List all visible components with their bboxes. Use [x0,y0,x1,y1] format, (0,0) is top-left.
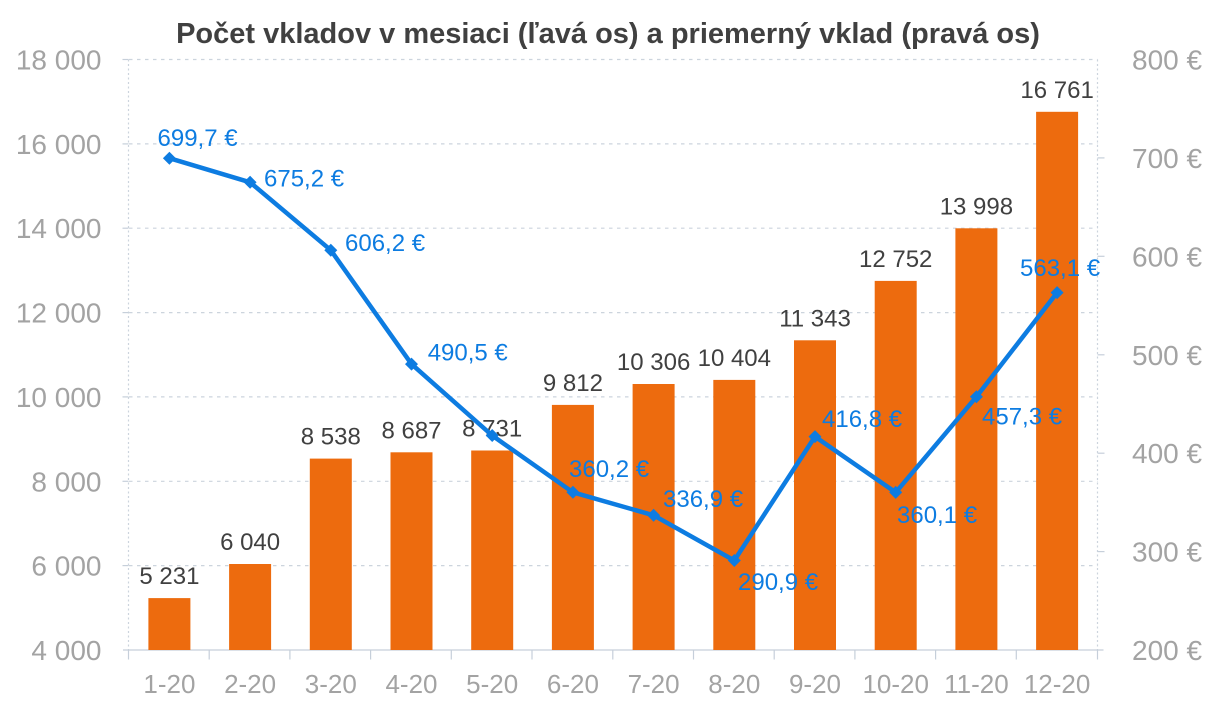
svg-text:675,2 €: 675,2 € [264,166,345,193]
svg-text:336,9 €: 336,9 € [663,486,744,513]
svg-text:6 000: 6 000 [31,551,101,582]
svg-text:12 000: 12 000 [16,298,102,329]
svg-text:11 343: 11 343 [779,305,851,332]
svg-text:360,2 €: 360,2 € [569,456,650,483]
svg-text:16 761: 16 761 [1020,77,1093,104]
svg-text:2-20: 2-20 [224,669,276,699]
svg-text:360,1 €: 360,1 € [897,502,978,529]
svg-text:6-20: 6-20 [547,669,599,699]
svg-text:6 040: 6 040 [220,529,280,556]
svg-text:4 000: 4 000 [31,635,101,666]
svg-text:600 €: 600 € [1132,241,1202,272]
svg-text:10-20: 10-20 [862,669,929,699]
svg-text:9 812: 9 812 [543,370,603,397]
svg-text:490,5 €: 490,5 € [428,340,509,367]
svg-text:500 €: 500 € [1132,340,1202,371]
svg-text:4-20: 4-20 [385,669,437,699]
svg-text:1-20: 1-20 [143,669,195,699]
svg-text:14 000: 14 000 [16,213,102,244]
svg-text:800 €: 800 € [1132,45,1202,76]
svg-text:606,2 €: 606,2 € [345,230,426,257]
svg-text:3-20: 3-20 [305,669,357,699]
svg-text:11-20: 11-20 [944,669,1009,699]
svg-text:16 000: 16 000 [16,129,102,160]
svg-text:7-20: 7-20 [628,669,680,699]
svg-text:700 €: 700 € [1132,143,1202,174]
svg-text:5-20: 5-20 [466,669,518,699]
svg-text:200 €: 200 € [1132,635,1202,666]
svg-text:10 000: 10 000 [16,382,102,413]
svg-text:8 538: 8 538 [301,424,361,451]
svg-text:10 404: 10 404 [698,345,771,372]
svg-text:290,9 €: 290,9 € [738,569,819,596]
svg-text:563,1 €: 563,1 € [1020,255,1101,282]
svg-text:8 000: 8 000 [31,466,101,497]
svg-text:400 €: 400 € [1132,438,1202,469]
svg-text:5 231: 5 231 [139,563,199,590]
svg-text:416,8 €: 416,8 € [822,406,903,433]
svg-text:18 000: 18 000 [16,45,102,76]
svg-text:8-20: 8-20 [708,669,760,699]
svg-text:12 752: 12 752 [859,246,932,273]
svg-text:Počet vkladov v mesiaci (ľavá: Počet vkladov v mesiaci (ľavá os) a prie… [176,18,1040,50]
svg-text:457,3 €: 457,3 € [982,404,1063,431]
svg-text:8 687: 8 687 [381,417,441,444]
svg-text:300 €: 300 € [1132,537,1202,568]
svg-text:699,7 €: 699,7 € [158,125,239,152]
svg-text:12-20: 12-20 [1024,669,1091,699]
svg-text:13 998: 13 998 [940,193,1013,220]
svg-text:10 306: 10 306 [617,349,690,376]
svg-text:9-20: 9-20 [789,669,841,699]
